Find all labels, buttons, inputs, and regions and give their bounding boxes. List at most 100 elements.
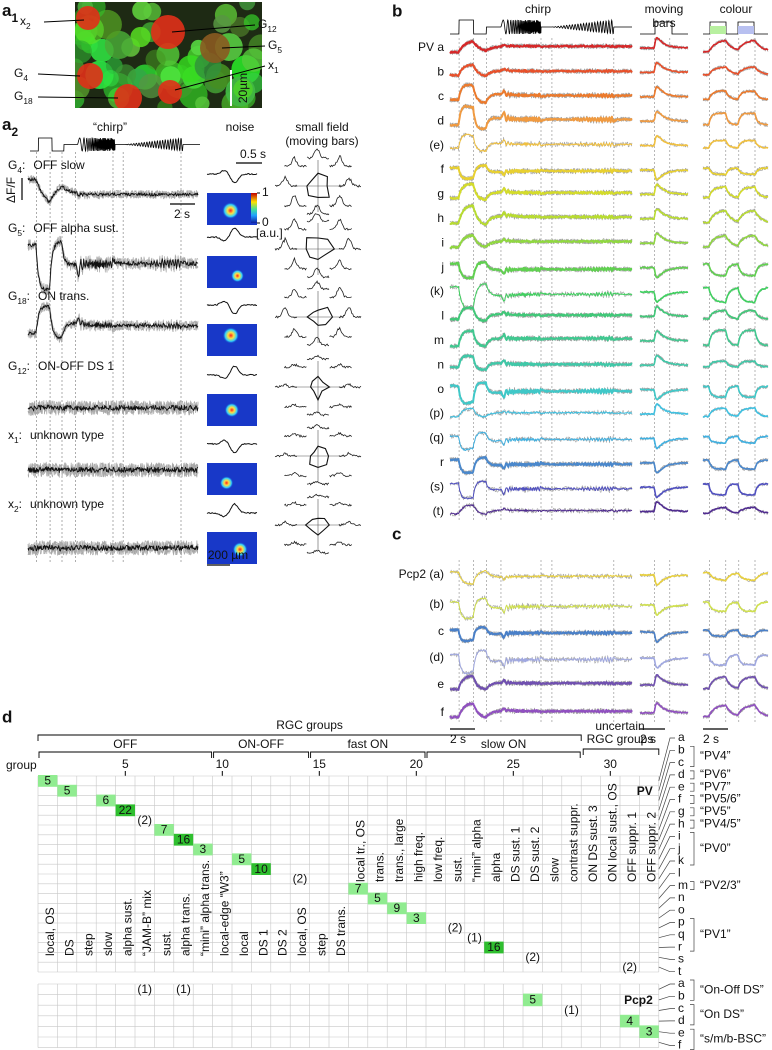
trace xyxy=(639,461,689,474)
trace xyxy=(639,437,689,450)
label: (s) xyxy=(430,479,444,493)
panel-label: a2 xyxy=(2,115,18,139)
count-cell xyxy=(96,794,116,807)
label: “s/m/b-BSC” xyxy=(700,1032,766,1046)
bar-response xyxy=(329,501,352,507)
bar-response xyxy=(329,472,352,478)
label: Pcp2 (a) xyxy=(399,567,444,581)
trace xyxy=(449,82,633,104)
label-base: G xyxy=(8,221,17,235)
label: RGC groups xyxy=(276,718,343,732)
trace xyxy=(639,266,689,279)
rf-blob xyxy=(222,327,240,344)
label: local tr., OS xyxy=(353,820,367,882)
bar-response xyxy=(306,336,330,347)
label: t xyxy=(678,964,682,978)
kernel xyxy=(206,227,258,242)
label-base: G xyxy=(8,158,17,172)
annotation-brace xyxy=(690,918,695,952)
label-subscript: 18 xyxy=(17,296,27,306)
trace xyxy=(702,435,769,445)
rule xyxy=(174,65,266,91)
row-connector xyxy=(658,922,675,929)
label-subscript: 1 xyxy=(11,11,18,25)
label: ΔF/F xyxy=(4,177,18,203)
rule xyxy=(43,19,85,23)
label: DS sust. 2 xyxy=(528,826,542,882)
label: (moving bars) xyxy=(285,134,358,148)
trace xyxy=(640,111,688,123)
trace xyxy=(639,306,689,318)
bar-response xyxy=(338,237,362,251)
label: g xyxy=(437,187,444,201)
count-label: 5 xyxy=(64,783,71,797)
bar-response xyxy=(284,363,307,369)
label: h xyxy=(678,816,685,830)
trace xyxy=(639,183,689,196)
row-connector xyxy=(658,995,675,1001)
trace xyxy=(702,166,769,176)
count-label: 4 xyxy=(626,1014,633,1028)
trace xyxy=(449,261,633,280)
row-connector xyxy=(658,885,675,899)
count-cell xyxy=(620,1014,640,1028)
label-base: a xyxy=(2,115,12,134)
row-connector xyxy=(658,799,675,831)
count-cell xyxy=(232,853,252,866)
trace xyxy=(639,168,689,181)
label: local, OS xyxy=(43,907,57,956)
label: (b) xyxy=(429,597,444,611)
label: bars xyxy=(652,16,675,30)
label: k xyxy=(678,853,685,867)
row-connector xyxy=(658,860,675,880)
bar-response xyxy=(306,280,330,291)
label: f xyxy=(441,705,445,719)
label: DS trans. xyxy=(334,906,348,956)
label: b xyxy=(678,742,685,756)
label: r xyxy=(678,939,682,953)
label: chirp xyxy=(525,2,551,16)
bar-response xyxy=(274,383,297,388)
label: fast ON xyxy=(347,737,388,751)
label: 20 xyxy=(410,757,424,771)
count-cell xyxy=(154,824,174,836)
rf-blob xyxy=(230,269,245,283)
bar-response xyxy=(329,363,352,369)
count-label: 5 xyxy=(374,891,381,905)
count-label: 7 xyxy=(161,823,168,837)
cell-label: G5 xyxy=(268,38,282,55)
label: 5 xyxy=(122,757,129,771)
label: g xyxy=(678,804,685,818)
label: step xyxy=(314,933,328,956)
count-label: 16 xyxy=(177,832,191,846)
trace xyxy=(449,354,633,372)
label: slow xyxy=(547,858,561,882)
label: sust. xyxy=(450,857,464,882)
trace xyxy=(449,63,633,78)
pv-cell xyxy=(114,84,142,108)
count-cell xyxy=(193,843,213,856)
cell-blob xyxy=(243,14,260,31)
trace xyxy=(702,360,769,368)
label: (p) xyxy=(429,406,444,420)
trace xyxy=(702,628,769,638)
trace xyxy=(639,603,689,616)
trace xyxy=(449,133,633,152)
polar-tuning xyxy=(306,306,334,326)
trace xyxy=(639,208,689,221)
label: o xyxy=(678,902,685,916)
count-cell xyxy=(406,912,426,924)
trace xyxy=(639,330,689,343)
trace xyxy=(449,182,633,201)
trace xyxy=(449,39,633,54)
cell-blob xyxy=(239,2,256,11)
polar-tuning xyxy=(309,445,330,468)
trace xyxy=(639,232,689,245)
label-base: x xyxy=(8,428,14,442)
trace xyxy=(639,674,689,687)
count-label: (1) xyxy=(564,1003,579,1017)
count-label: 3 xyxy=(200,842,207,856)
row-connector xyxy=(658,762,675,801)
row-connector xyxy=(658,1008,675,1011)
trace xyxy=(702,89,769,101)
